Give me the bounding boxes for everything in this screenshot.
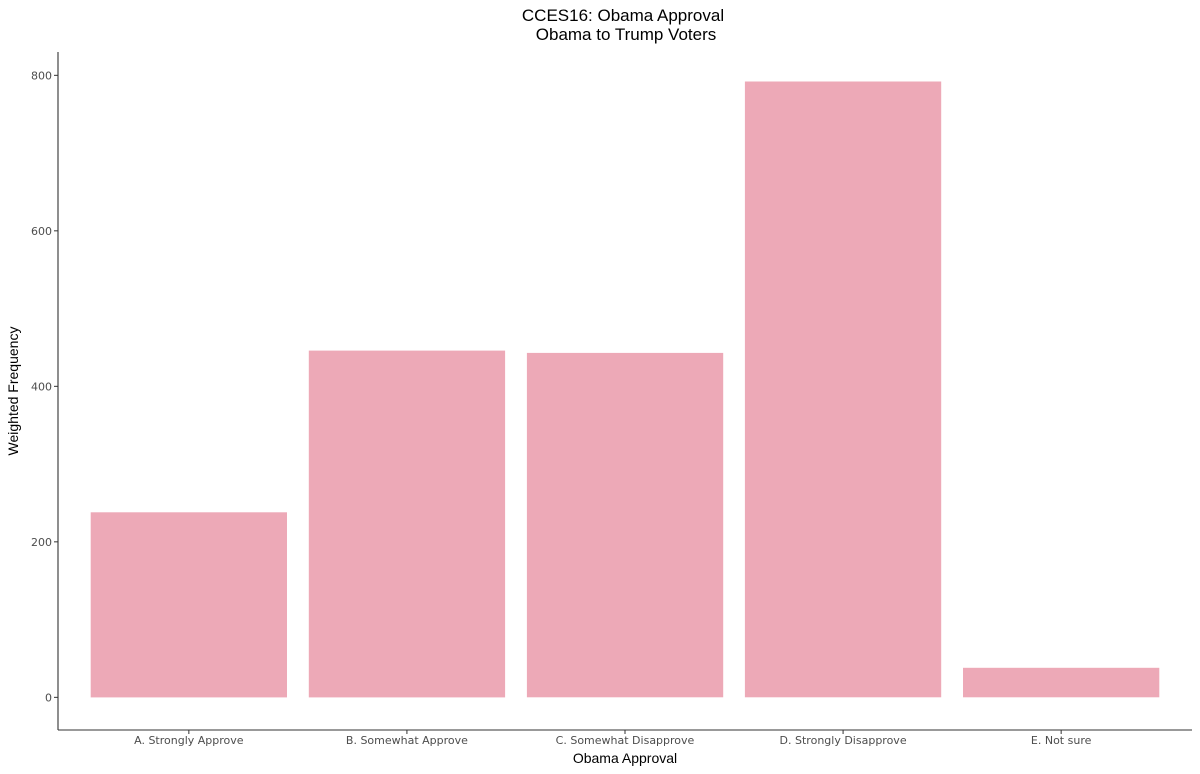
bar-0 [90, 512, 287, 698]
bar-3 [744, 81, 942, 698]
bar-2 [526, 352, 724, 698]
y-tick-label-1: 200 [31, 536, 52, 549]
x-tick-label-4: E. Not sure [1031, 734, 1092, 747]
y-tick-label-2: 400 [31, 380, 52, 393]
x-axis: A. Strongly Approve B. Somewhat Approve C.… [58, 729, 1192, 747]
x-tick-label-3: D. Strongly Disapprove [780, 734, 907, 747]
x-tick-label-0: A. Strongly Approve [134, 734, 244, 747]
x-axis-title: Obama Approval [573, 750, 677, 766]
bar-4 [963, 667, 1160, 698]
chart-title: CCES16: Obama Approval [522, 6, 724, 25]
y-tick-label-0: 0 [45, 691, 52, 704]
y-tick-label-3: 600 [31, 225, 52, 238]
bars-group [90, 81, 1160, 698]
bar-1 [308, 350, 506, 698]
y-tick-label-4: 800 [31, 69, 52, 82]
chart-subtitle: Obama to Trump Voters [536, 25, 716, 44]
y-axis-title: Weighted Frequency [5, 327, 21, 456]
x-tick-label-2: C. Somewhat Disapprove [556, 734, 695, 747]
x-tick-label-1: B. Somewhat Approve [346, 734, 468, 747]
y-axis: 0 200 400 600 800 [31, 52, 59, 730]
